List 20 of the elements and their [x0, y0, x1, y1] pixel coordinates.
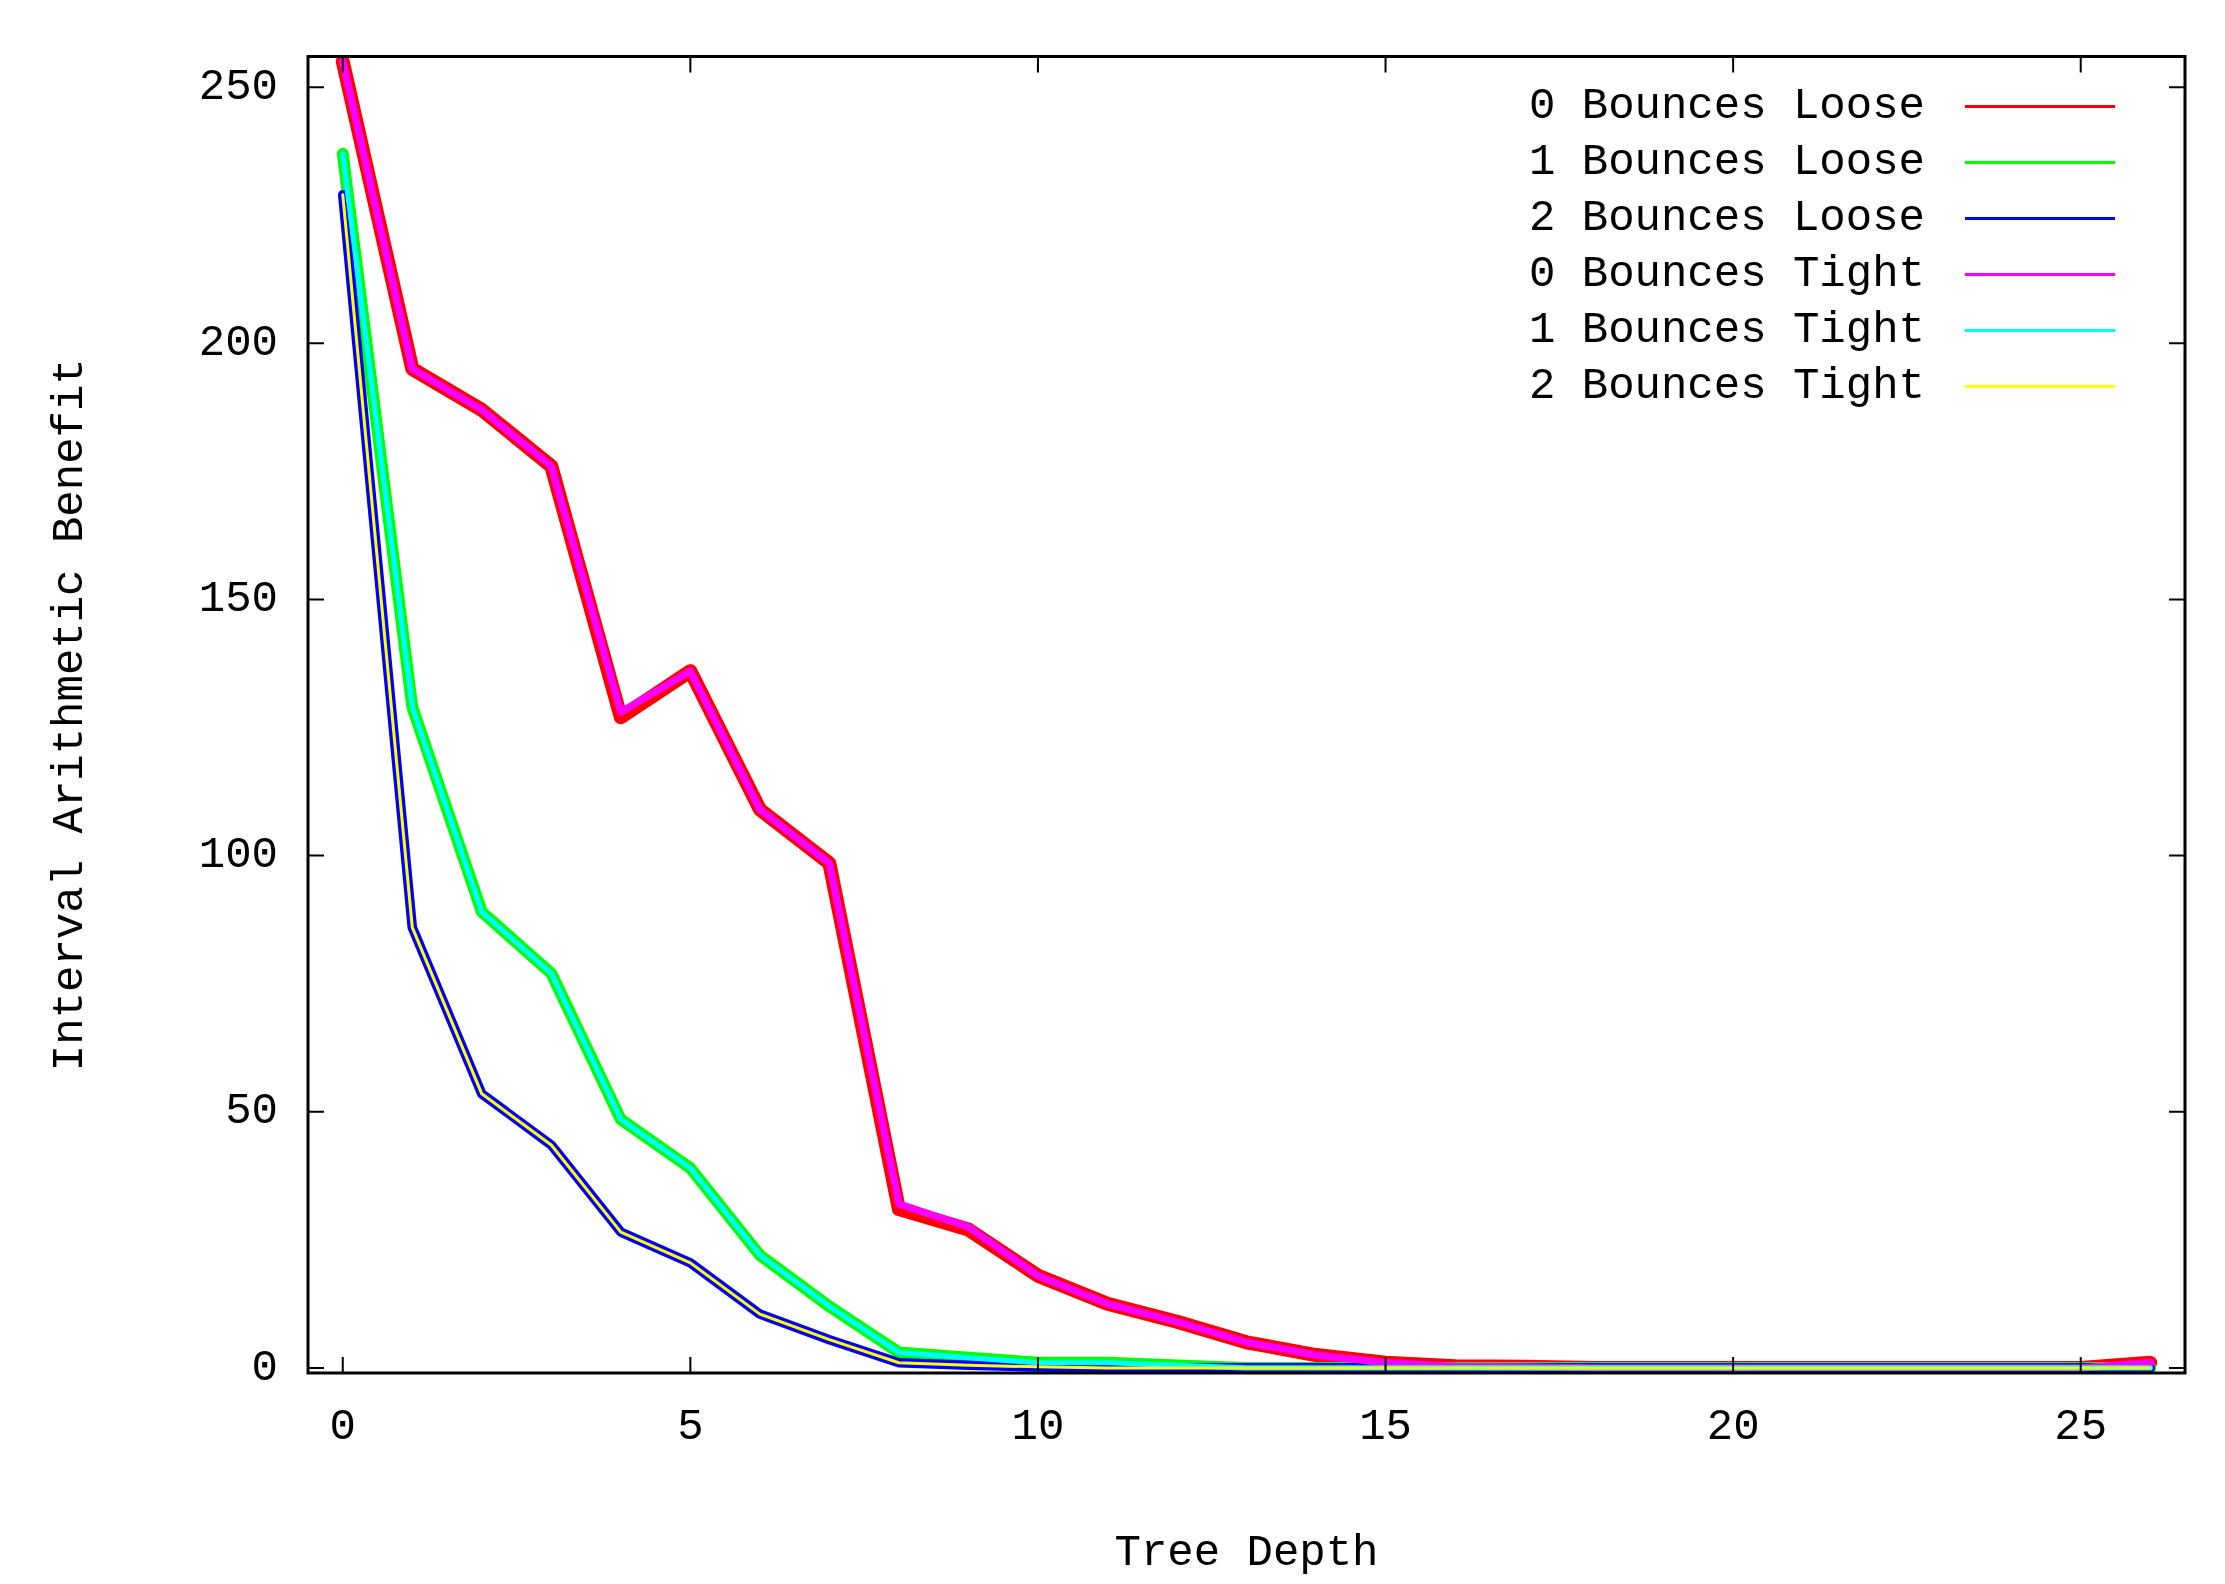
- legend-label: 2 Bounces Loose: [1528, 193, 1925, 244]
- legend-label: 1 Bounces Loose: [1528, 137, 1925, 188]
- y-tick-label: 250: [198, 61, 278, 112]
- y-axis-title: Interval Arithmetic Benefit: [45, 358, 96, 1072]
- legend-label: 0 Bounces Loose: [1528, 81, 1925, 132]
- x-tick-label: 5: [677, 1402, 704, 1453]
- y-tick-label: 50: [225, 1086, 278, 1137]
- x-tick-label: 25: [2054, 1402, 2108, 1453]
- y-tick-label: 100: [198, 830, 278, 881]
- x-tick-label: 15: [1359, 1402, 1412, 1453]
- x-tick-label: 20: [1706, 1402, 1760, 1453]
- y-tick-label: 150: [198, 574, 278, 625]
- y-tick-label: 0: [251, 1342, 278, 1393]
- x-axis-title: Tree Depth: [1114, 1528, 1379, 1579]
- legend-label: 2 Bounces Tight: [1528, 361, 1925, 412]
- x-tick-label: 10: [1011, 1402, 1065, 1453]
- legend-label: 0 Bounces Tight: [1528, 249, 1925, 300]
- x-tick-label: 0: [329, 1402, 356, 1453]
- legend-label: 1 Bounces Tight: [1528, 305, 1925, 356]
- y-tick-label: 200: [198, 317, 278, 368]
